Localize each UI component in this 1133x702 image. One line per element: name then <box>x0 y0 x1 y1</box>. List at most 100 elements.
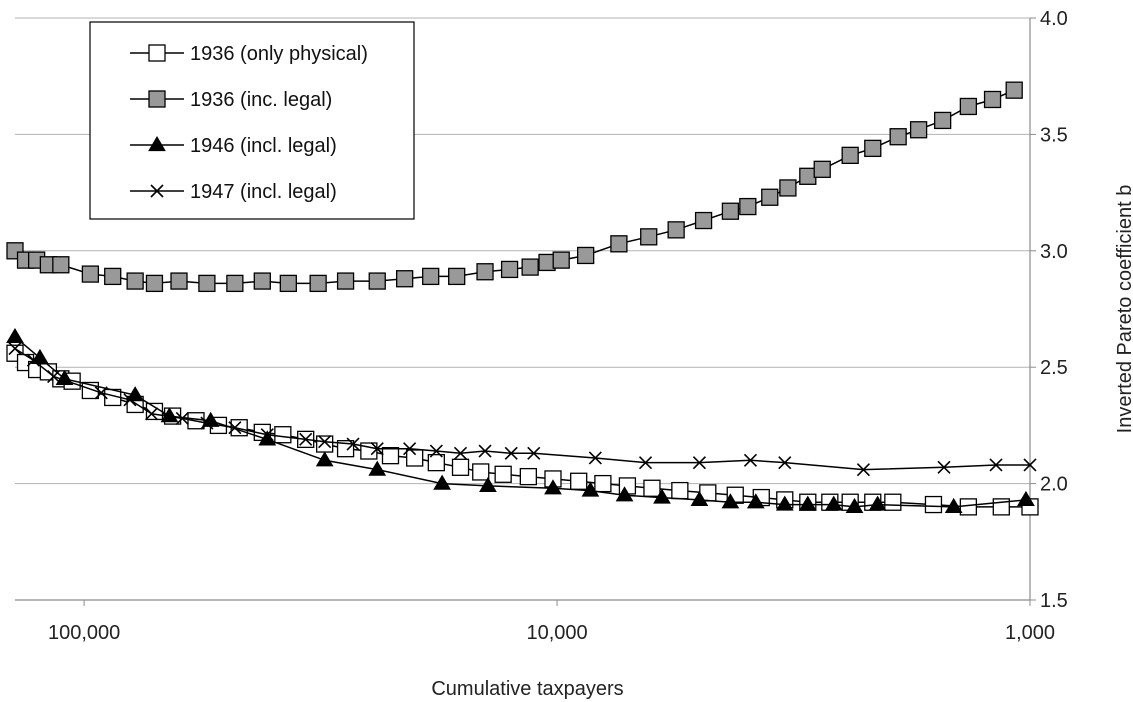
data-point <box>799 167 817 185</box>
data-point <box>198 274 216 293</box>
data-point <box>1017 490 1035 506</box>
legend-label: 1936 (inc. legal) <box>190 89 332 111</box>
data-point <box>544 479 562 495</box>
legend-label: 1947 (incl. legal) <box>190 181 337 203</box>
y-tick-label: 2.0 <box>1040 474 1068 496</box>
data-point <box>519 467 537 486</box>
data-point <box>47 369 61 384</box>
data-point <box>570 472 588 490</box>
data-point <box>336 272 355 290</box>
data-point <box>959 498 978 516</box>
data-point <box>381 447 400 465</box>
series-group <box>6 81 1039 516</box>
y-tick-label: 3.0 <box>1040 241 1068 263</box>
data-point <box>494 465 512 483</box>
data-point <box>868 495 887 511</box>
data-point <box>504 446 518 460</box>
series-line <box>14 352 1030 508</box>
data-point <box>640 228 658 246</box>
data-point <box>148 136 166 152</box>
data-point <box>1023 458 1037 472</box>
data-point <box>841 146 859 165</box>
series-group <box>6 81 1023 293</box>
y-tick-label: 1.5 <box>1040 590 1068 612</box>
data-point <box>739 197 757 216</box>
data-point <box>368 272 386 290</box>
data-point <box>123 393 137 407</box>
gridlines <box>15 17 1036 601</box>
data-point <box>274 426 292 444</box>
data-point <box>336 440 355 458</box>
data-point <box>610 235 628 253</box>
data-point <box>406 449 424 467</box>
legend-item: 1947 (incl. legal) <box>130 181 337 203</box>
data-point <box>253 272 271 290</box>
data-point <box>148 44 166 62</box>
data-point <box>824 495 843 511</box>
data-point <box>521 258 539 276</box>
data-point <box>427 453 445 472</box>
data-point <box>581 481 600 497</box>
data-point <box>500 260 519 279</box>
data-point <box>94 386 108 400</box>
data-point <box>309 274 327 293</box>
legend-label: 1936 (only physical) <box>190 43 368 65</box>
data-point <box>429 444 443 458</box>
data-point <box>643 479 661 497</box>
data-point <box>160 407 179 423</box>
data-point <box>81 265 100 283</box>
data-point <box>845 497 864 513</box>
data-point <box>775 495 794 511</box>
data-point <box>26 353 40 367</box>
legend-item: 1946 (incl. legal) <box>130 135 337 157</box>
data-point <box>761 188 779 206</box>
data-point <box>937 460 951 474</box>
legend-box <box>89 21 415 220</box>
data-point <box>743 453 758 467</box>
legend-label: 1946 (incl. legal) <box>190 135 337 157</box>
data-point <box>577 246 595 265</box>
y-tick-labels: 1.5 2.0 2.5 3.0 3.5 4.0 <box>1040 8 1068 612</box>
data-point <box>453 446 468 460</box>
data-point <box>667 221 685 239</box>
data-point <box>148 90 166 108</box>
y-tick-label: 3.5 <box>1040 124 1068 146</box>
data-point <box>145 407 159 421</box>
data-point <box>653 488 671 504</box>
data-point <box>315 451 334 467</box>
x-tick-label: 100,000 <box>48 622 120 644</box>
legend-item: 1936 (only physical) <box>130 43 368 65</box>
data-point <box>527 446 541 460</box>
legend: 1936 (only physical) 1936 (inc. legal) 194… <box>89 21 415 220</box>
data-point <box>479 476 497 493</box>
data-point <box>959 97 978 116</box>
legend-items: 1936 (only physical) 1936 (inc. legal) 194… <box>130 43 368 203</box>
data-point <box>944 497 963 513</box>
data-point <box>316 435 334 453</box>
data-point <box>552 251 570 269</box>
data-point <box>909 121 928 139</box>
legend-item: 1936 (inc. legal) <box>130 89 332 111</box>
data-point <box>104 267 122 286</box>
data-point <box>200 416 214 430</box>
data-point <box>370 442 384 456</box>
series-group <box>6 344 1039 516</box>
data-point <box>126 272 144 290</box>
data-point <box>989 458 1003 472</box>
data-point <box>8 342 22 356</box>
data-point <box>52 256 70 274</box>
data-point <box>798 495 817 511</box>
data-point <box>175 411 189 425</box>
data-point <box>396 270 414 288</box>
x-tick-labels: 100,000 10,000 1,000 <box>48 600 1055 644</box>
data-point <box>615 486 634 502</box>
data-point <box>671 481 689 500</box>
data-point <box>476 263 494 281</box>
data-point <box>884 493 902 511</box>
data-point <box>422 267 440 286</box>
data-point <box>145 274 164 293</box>
data-point <box>690 490 709 506</box>
data-point <box>260 428 274 442</box>
data-point <box>433 474 451 490</box>
